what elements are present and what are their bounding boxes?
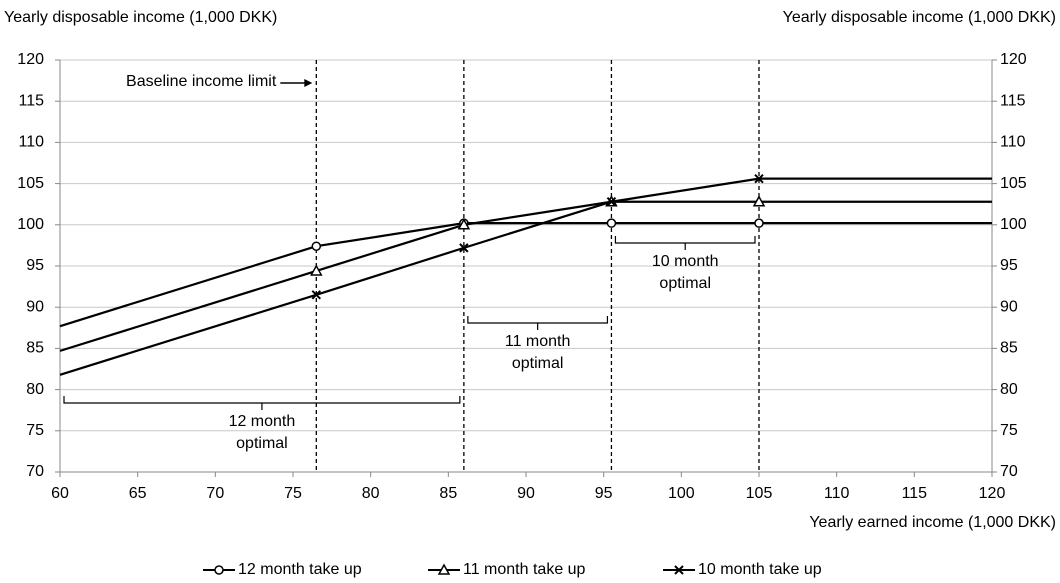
x-axis-label: Yearly earned income (1,000 DKK) xyxy=(809,514,1056,531)
x-tick-label: 60 xyxy=(51,485,69,502)
x-tick-label: 100 xyxy=(668,485,695,502)
series-line xyxy=(59,177,992,376)
bracket xyxy=(467,316,609,330)
y-axis-label: Yearly disposable income (1,000 DKK) xyxy=(4,9,277,26)
annotation-arrowhead xyxy=(304,79,313,87)
y-tick-label: 105 xyxy=(17,175,44,192)
x-tick-label: 70 xyxy=(206,485,224,502)
x-tick-label: 65 xyxy=(129,485,147,502)
y-tick-label: 80 xyxy=(26,381,44,398)
x-tick-label: 105 xyxy=(746,485,773,502)
x-tick-label: 110 xyxy=(824,485,850,502)
y-tick-label: 75 xyxy=(26,422,44,439)
bracket-label: 10 month xyxy=(652,253,719,270)
data-point xyxy=(457,218,471,230)
y-tick-label: 70 xyxy=(26,463,44,480)
series-line xyxy=(59,222,992,328)
x-tick-label: 90 xyxy=(517,485,535,502)
data-point xyxy=(754,218,764,228)
y-tick-label: 85 xyxy=(26,340,44,357)
data-point xyxy=(606,218,617,228)
y-tick-label: 115 xyxy=(18,92,44,109)
y-tick-label: 120 xyxy=(17,51,44,68)
data-point xyxy=(310,264,323,276)
bracket xyxy=(614,236,756,250)
bracket-label: 12 month xyxy=(229,413,296,430)
y2-tick-label: 95 xyxy=(1000,257,1018,274)
legend-marker xyxy=(214,565,224,575)
x-tick-label: 120 xyxy=(979,485,1006,502)
y2-tick-label: 115 xyxy=(1000,92,1026,109)
y-tick-label: 100 xyxy=(17,216,44,233)
x-tick-label: 95 xyxy=(595,485,613,502)
y2-tick-label: 70 xyxy=(1000,463,1018,480)
x-tick-label: 85 xyxy=(439,485,457,502)
data-point xyxy=(754,173,764,184)
y2-tick-label: 75 xyxy=(1000,422,1018,439)
x-tick-label: 80 xyxy=(362,485,380,502)
legend-label: 11 month take up xyxy=(463,561,586,578)
legend-marker xyxy=(674,565,684,575)
x-tick-label: 75 xyxy=(284,485,302,502)
bracket-label: 11 month xyxy=(505,333,571,350)
y2-tick-label: 80 xyxy=(1000,381,1018,398)
legend-label: 10 month take up xyxy=(698,561,822,578)
series-line xyxy=(59,200,992,352)
data-point xyxy=(752,195,766,207)
y-tick-label: 90 xyxy=(26,298,44,315)
data-point xyxy=(606,197,617,207)
y2-tick-label: 110 xyxy=(1000,134,1026,151)
y2-tick-label: 120 xyxy=(1000,51,1027,68)
y2-tick-label: 105 xyxy=(1000,175,1027,192)
y2-tick-label: 85 xyxy=(1000,340,1018,357)
y-tick-label: 95 xyxy=(26,257,44,274)
x-tick-label: 115 xyxy=(902,485,928,502)
legend-label: 12 month take up xyxy=(238,561,362,578)
annotation: Baseline income limit xyxy=(126,73,277,90)
data-point xyxy=(459,243,469,253)
bracket xyxy=(63,396,461,410)
data-point xyxy=(311,290,322,300)
bracket-label: optimal xyxy=(659,275,711,292)
y2-tick-label: 100 xyxy=(1000,216,1027,233)
bracket-label: optimal xyxy=(236,435,288,452)
legend-marker xyxy=(437,563,451,575)
y-tick-label: 110 xyxy=(18,134,44,151)
y2-axis-label: Yearly disposable income (1,000 DKK) xyxy=(783,9,1056,26)
data-point xyxy=(311,241,322,251)
bracket-label: optimal xyxy=(512,355,564,372)
y2-tick-label: 90 xyxy=(1000,298,1018,315)
